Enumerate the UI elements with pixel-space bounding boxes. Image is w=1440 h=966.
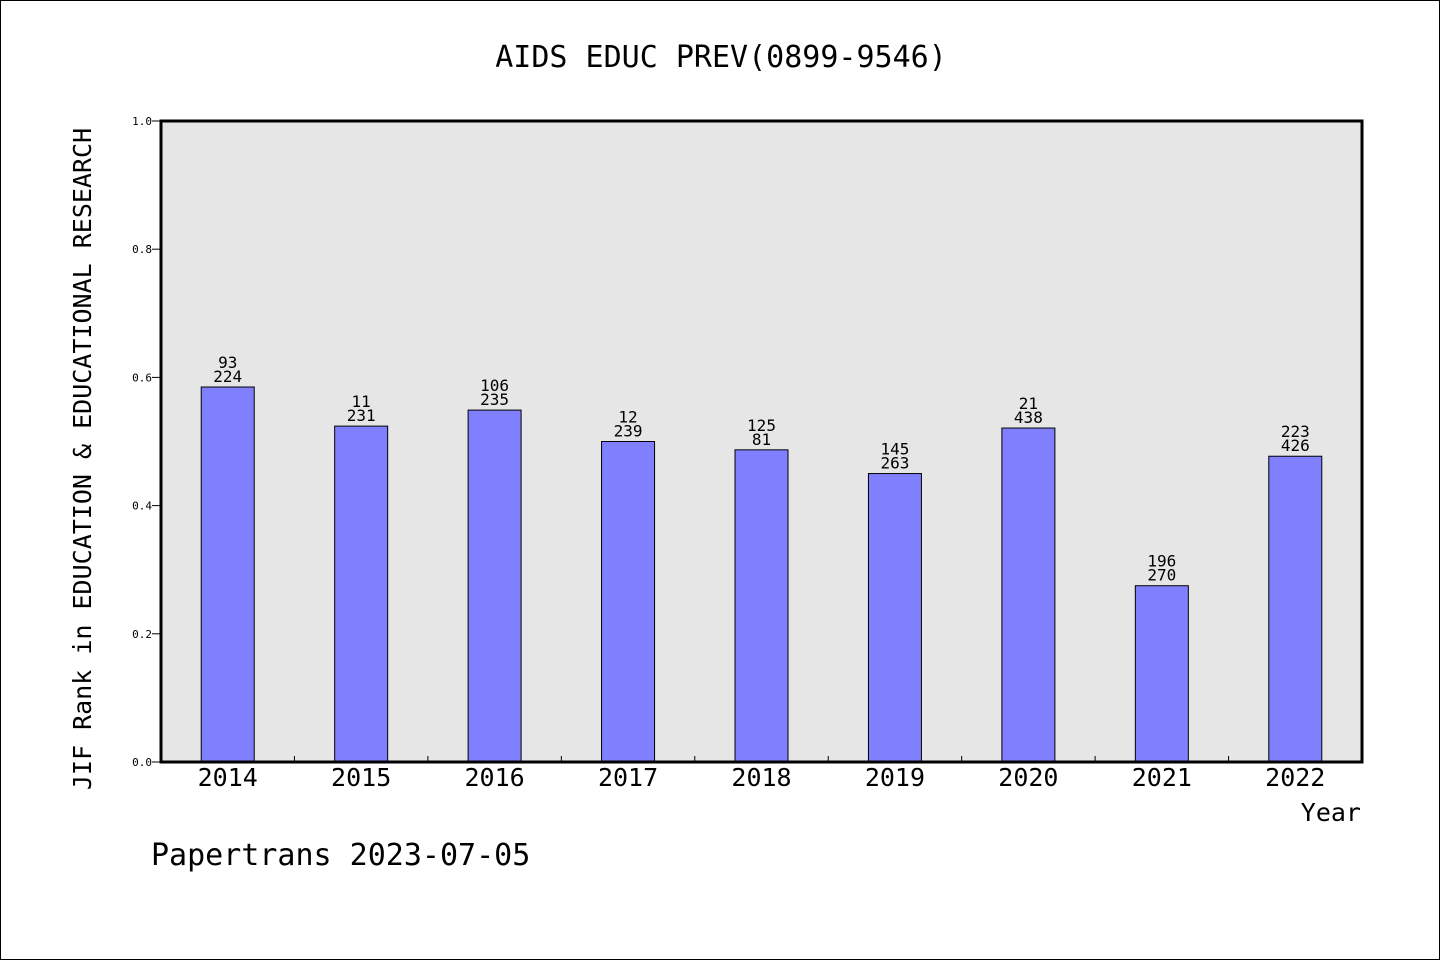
x-tick-label-2017: 2017: [598, 763, 658, 792]
bar-2017: [601, 441, 656, 763]
bar-label-2019-2: 263: [880, 454, 909, 473]
bar-label-2019-1: 145: [880, 440, 909, 459]
y-tick-label-1.0: 1.0: [132, 115, 152, 128]
bar-label-2021-1: 196: [1147, 552, 1176, 571]
plot-border: [159, 119, 1364, 764]
bar-2021: [1134, 585, 1189, 763]
bar-label-2017-2: 239: [614, 422, 643, 441]
bar-label-2022-1: 223: [1281, 422, 1310, 441]
bar-label-2021-2: 270: [1147, 566, 1176, 585]
bar-label-2018-2: 81: [752, 430, 771, 449]
bar-label-2018-1: 125: [747, 416, 776, 435]
x-tick-label-2018: 2018: [731, 763, 791, 792]
bar-label-2020-1: 21: [1019, 394, 1038, 413]
x-tick-label-2016: 2016: [465, 763, 525, 792]
bar-label-2020-2: 438: [1014, 408, 1043, 427]
x-tick-label-2020: 2020: [998, 763, 1058, 792]
y-tick-label-0.2: 0.2: [132, 628, 152, 641]
y-tick-label-0.8: 0.8: [132, 243, 152, 256]
bar-2018: [734, 449, 789, 763]
bar-label-2016-1: 106: [480, 376, 509, 395]
bars-group: [200, 386, 1323, 763]
y-axis-ticks: 0.0 0.2 0.4 0.6 0.8 1.0: [132, 115, 161, 769]
x-tick-label-2022: 2022: [1265, 763, 1325, 792]
bar-label-2014-2: 224: [213, 367, 242, 386]
bar-2016: [467, 409, 522, 763]
y-tick-label-0.4: 0.4: [132, 500, 152, 513]
x-tick-label-2015: 2015: [331, 763, 391, 792]
bar-label-2015-1: 11: [352, 392, 371, 411]
x-tick-label-2021: 2021: [1132, 763, 1192, 792]
bar-2014: [200, 386, 255, 763]
bar-2022: [1268, 455, 1323, 763]
x-tick-label-2019: 2019: [865, 763, 925, 792]
bar-label-2015-2: 231: [347, 406, 376, 425]
footer-credit: Papertrans 2023-07-05: [151, 838, 530, 873]
bar-label-2016-2: 235: [480, 390, 509, 409]
bar-label-2014-1: 93: [218, 353, 237, 372]
bar-2015: [334, 425, 389, 763]
bar-2020: [1001, 427, 1056, 763]
x-tick-label-2014: 2014: [198, 763, 258, 792]
bar-label-2017-1: 12: [618, 408, 637, 427]
x-axis-ticks: 2014 2015 2016 2017 2018 2019 2020 2021 2022: [198, 756, 1325, 792]
chart-title: AIDS EDUC PREV(0899-9546): [495, 40, 947, 75]
y-tick-label-0.0: 0.0: [132, 756, 152, 769]
bar-2019: [867, 473, 922, 763]
bar-label-2022-2: 426: [1281, 436, 1310, 455]
y-tick-label-0.6: 0.6: [132, 371, 152, 384]
x-axis-label: Year: [1301, 798, 1361, 827]
y-axis-label: JIF Rank in EDUCATION & EDUCATIONAL RESE…: [68, 128, 97, 790]
